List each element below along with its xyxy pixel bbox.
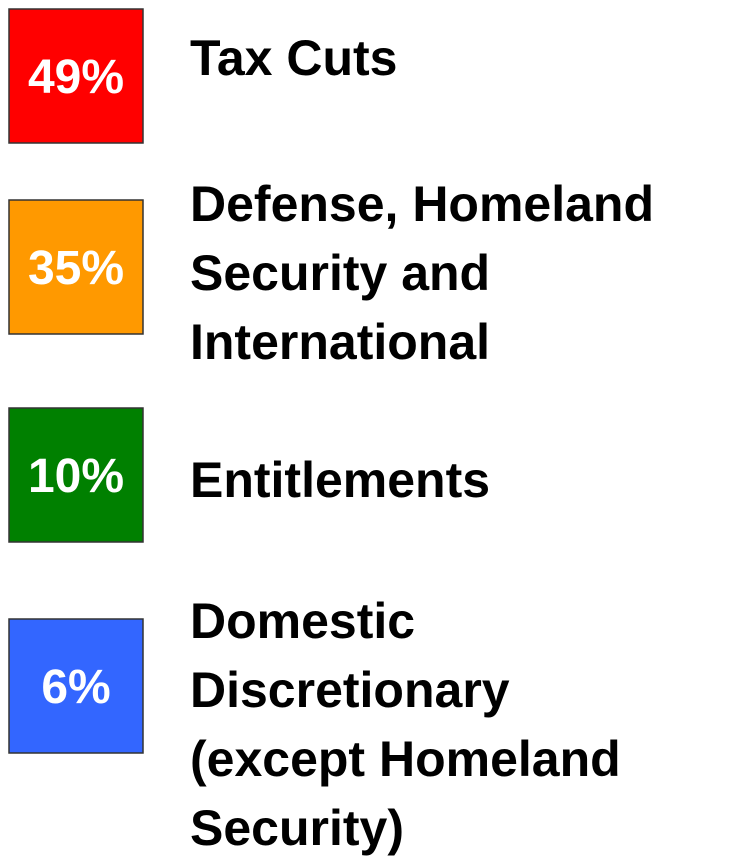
item-label: Domestic bbox=[190, 593, 415, 649]
box-value: 35% bbox=[28, 242, 124, 295]
item-label: Discretionary bbox=[190, 662, 510, 718]
color-box bbox=[8, 8, 144, 144]
color-box bbox=[8, 199, 144, 335]
item-label: Security and bbox=[190, 245, 490, 301]
legend-item: 35% Defense, Homeland Security and Internat… bbox=[8, 176, 654, 370]
color-box bbox=[8, 407, 144, 543]
item-label: (except Homeland bbox=[190, 731, 621, 787]
box-value: 49% bbox=[28, 51, 124, 104]
item-label: Tax Cuts bbox=[190, 30, 397, 86]
legend-item: 49% Tax Cuts bbox=[8, 8, 397, 144]
item-label: International bbox=[190, 314, 490, 370]
item-label: Defense, Homeland bbox=[190, 176, 654, 232]
box-value: 6% bbox=[41, 661, 110, 714]
legend-item: 6% Domestic Discretionary (except Homeland S… bbox=[8, 593, 621, 856]
item-label: Security) bbox=[190, 800, 404, 856]
box-value: 10% bbox=[28, 450, 124, 503]
color-box bbox=[8, 618, 144, 754]
legend-item: 10% Entitlements bbox=[8, 407, 490, 543]
item-label: Entitlements bbox=[190, 452, 490, 508]
